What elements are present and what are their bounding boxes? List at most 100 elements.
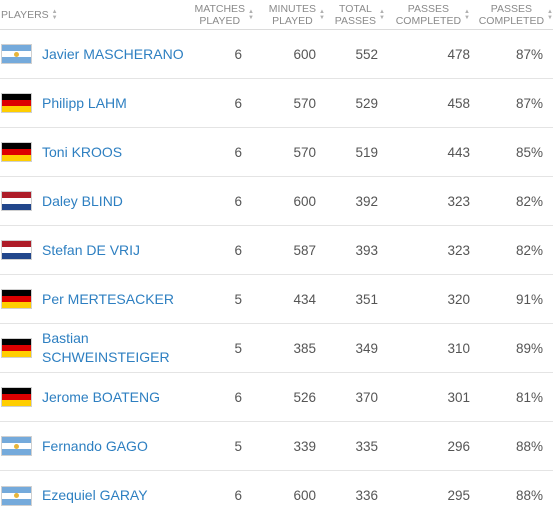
player-name-link[interactable]: Bastian SCHWEINSTEIGER [42, 329, 170, 367]
passes-completed-value: 323 [447, 193, 470, 209]
player-cell: Stefan DE VRIJ [0, 240, 196, 260]
country-flag-icon [1, 93, 32, 113]
minutes-played-value: 570 [293, 95, 316, 111]
column-header-matches-played[interactable]: MATCHES PLAYED ▲ ▼ [194, 0, 254, 29]
player-cell: Fernando GAGO [0, 436, 196, 456]
passes-completed-pct-value: 81% [515, 389, 543, 405]
player-name-link[interactable]: Stefan DE VRIJ [42, 241, 140, 260]
player-name-link[interactable]: Per MERTESACKER [42, 290, 174, 309]
player-name-link[interactable]: Toni KROOS [42, 143, 122, 162]
sort-arrows-icon: ▲ ▼ [248, 8, 254, 21]
matches-played-value: 6 [234, 193, 242, 209]
column-header-players[interactable]: PLAYERS ▲ ▼ [0, 0, 196, 29]
column-header-minutes-played[interactable]: MINUTES PLAYED ▲ ▼ [254, 0, 325, 29]
player-name-link[interactable]: Jerome BOATENG [42, 388, 160, 407]
column-header-passes-completed-pct[interactable]: PASSES COMPLETED ▲ ▼ [470, 0, 553, 29]
table-row: Bastian SCHWEINSTEIGER 5 385 349 310 89% [0, 324, 553, 373]
matches-played-value: 6 [234, 488, 242, 503]
passes-completed-value: 320 [447, 291, 470, 307]
minutes-played-value: 570 [293, 144, 316, 160]
country-flag-icon [1, 436, 32, 456]
total-passes-value: 552 [355, 46, 378, 62]
passes-completed-pct-value: 82% [515, 193, 543, 209]
player-name-line: Ezequiel GARAY [42, 487, 148, 503]
player-cell: Toni KROOS [0, 142, 196, 162]
total-passes-value: 519 [355, 144, 378, 160]
header-line: COMPLETED [395, 14, 462, 27]
passes-completed-pct-value: 87% [515, 95, 543, 111]
minutes-played-value: 600 [293, 488, 316, 503]
passes-completed-value: 310 [447, 340, 470, 356]
player-cell: Bastian SCHWEINSTEIGER [0, 329, 196, 367]
country-flag-icon [1, 289, 32, 309]
total-passes-value: 336 [355, 488, 378, 503]
player-cell: Philipp LAHM [0, 93, 196, 113]
player-name-line: Daley BLIND [42, 192, 123, 209]
sort-arrows-icon: ▲ ▼ [51, 8, 58, 21]
country-flag-icon [1, 44, 32, 64]
table-row: Philipp LAHM 6 570 529 458 87% [0, 79, 553, 128]
player-name-link[interactable]: Daley BLIND [42, 192, 123, 211]
table-row: Daley BLIND 6 600 392 323 82% [0, 177, 553, 226]
matches-played-value: 6 [234, 46, 242, 62]
matches-played-value: 6 [234, 95, 242, 111]
table-row: Javier MASCHERANO 6 600 552 478 87% [0, 30, 553, 79]
table-row: Per MERTESACKER 5 434 351 320 91% [0, 275, 553, 324]
matches-played-value: 6 [234, 389, 242, 405]
player-name-line: Fernando GAGO [42, 437, 148, 454]
player-cell: Daley BLIND [0, 191, 196, 211]
passes-completed-pct-value: 88% [515, 488, 543, 503]
passes-completed-value: 295 [447, 488, 470, 503]
country-flag-icon [1, 338, 32, 358]
country-flag-icon [1, 387, 32, 407]
header-line: PASSES [490, 2, 532, 15]
passes-completed-pct-value: 85% [515, 144, 543, 160]
country-flag-icon [1, 485, 32, 506]
passes-completed-value: 301 [447, 389, 470, 405]
minutes-played-value: 434 [293, 291, 316, 307]
country-flag-icon [1, 142, 32, 162]
player-name-link[interactable]: Ezequiel GARAY [42, 486, 148, 505]
sort-arrows-icon: ▲ ▼ [464, 8, 470, 21]
matches-played-value: 5 [234, 340, 242, 356]
table-row: Stefan DE VRIJ 6 587 393 323 82% [0, 226, 553, 275]
passes-completed-pct-value: 91% [515, 291, 543, 307]
player-name-link[interactable]: Philipp LAHM [42, 94, 127, 113]
table-row: Toni KROOS 6 570 519 443 85% [0, 128, 553, 177]
passes-completed-pct-value: 82% [515, 242, 543, 258]
passes-completed-pct-value: 87% [515, 46, 543, 62]
player-name-line: SCHWEINSTEIGER [42, 349, 170, 365]
player-name-line: Javier MASCHERANO [42, 45, 184, 62]
sort-arrows-icon: ▲ ▼ [379, 8, 385, 21]
country-flag-icon [1, 191, 32, 211]
total-passes-value: 392 [355, 193, 378, 209]
column-header-total-passes[interactable]: TOTAL PASSES ▲ ▼ [325, 0, 385, 29]
player-name-line: Philipp LAHM [42, 94, 127, 111]
total-passes-value: 393 [355, 242, 378, 258]
player-name-line: Jerome BOATENG [42, 388, 160, 405]
minutes-played-value: 339 [293, 438, 316, 454]
passes-completed-pct-value: 89% [515, 340, 543, 356]
minutes-played-value: 526 [293, 389, 316, 405]
player-cell: Jerome BOATENG [0, 387, 196, 407]
total-passes-value: 529 [355, 95, 378, 111]
player-cell: Ezequiel GARAY [0, 485, 196, 506]
header-line: MINUTES [268, 2, 317, 15]
total-passes-value: 349 [355, 340, 378, 356]
matches-played-value: 5 [234, 438, 242, 454]
player-cell: Per MERTESACKER [0, 289, 196, 309]
sort-arrows-icon: ▲ ▼ [319, 8, 325, 21]
player-name-line: Stefan DE VRIJ [42, 241, 141, 258]
passes-completed-value: 443 [447, 144, 470, 160]
player-name-link[interactable]: Javier MASCHERANO [42, 45, 184, 64]
player-name-line: Per MERTESACKER [42, 290, 174, 307]
passes-completed-pct-value: 88% [515, 438, 543, 454]
column-header-passes-completed[interactable]: PASSES COMPLETED ▲ ▼ [385, 0, 470, 29]
header-line: PLAYED [272, 14, 313, 27]
passes-completed-value: 478 [447, 46, 470, 62]
minutes-played-value: 587 [293, 242, 316, 258]
player-name-link[interactable]: Fernando GAGO [42, 437, 148, 456]
table-row: Ezequiel GARAY 6 600 336 295 88% [0, 471, 553, 520]
header-line: PASSES [407, 2, 449, 15]
